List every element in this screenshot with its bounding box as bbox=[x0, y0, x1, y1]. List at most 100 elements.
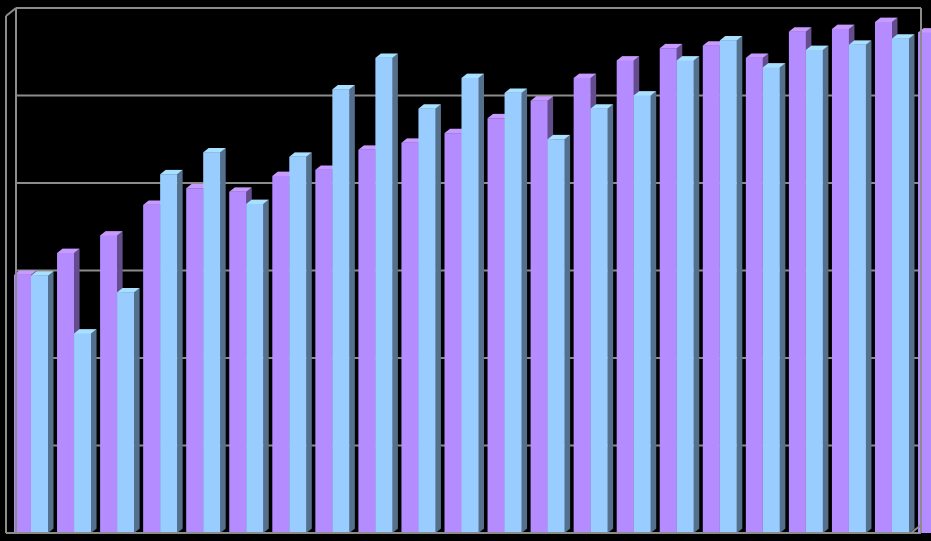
bar-front-face bbox=[14, 274, 31, 533]
bar-top-face bbox=[848, 40, 872, 45]
bar-top-face bbox=[289, 152, 312, 157]
bar-front-face bbox=[875, 22, 892, 533]
bar-side-face bbox=[564, 134, 571, 533]
bar-top-face bbox=[573, 73, 597, 78]
bar-front-face bbox=[676, 60, 694, 533]
bar-series-2 bbox=[31, 271, 54, 533]
bar-front-face bbox=[918, 32, 931, 533]
bar-side-face bbox=[607, 104, 614, 533]
bar-front-face bbox=[444, 133, 462, 533]
bar-top-face bbox=[100, 231, 123, 236]
bar-front-face bbox=[633, 95, 651, 533]
bar-top-face bbox=[272, 171, 295, 176]
bar-side-face bbox=[822, 45, 829, 533]
bar-top-face bbox=[74, 329, 97, 334]
bar-top-face bbox=[487, 113, 511, 119]
bar-side-face bbox=[736, 35, 743, 533]
bar-series-2 bbox=[203, 147, 226, 533]
bar-front-face bbox=[229, 191, 247, 533]
bar-series-2 bbox=[805, 45, 829, 533]
bar-top-face bbox=[461, 73, 484, 78]
bar-series-2 bbox=[461, 73, 484, 533]
bar-series-2 bbox=[892, 34, 915, 533]
bar-series-2 bbox=[848, 40, 872, 533]
bar-top-face bbox=[659, 43, 683, 49]
bar-side-face bbox=[91, 329, 97, 533]
bar-top-face bbox=[375, 53, 398, 58]
bar-top-face bbox=[831, 24, 855, 29]
bar-series-2 bbox=[762, 63, 786, 533]
bar-top-face bbox=[875, 17, 898, 22]
bar-series-2 bbox=[160, 169, 183, 533]
bar-top-face bbox=[186, 183, 209, 189]
bar-front-face bbox=[186, 188, 204, 533]
bar-front-face bbox=[74, 333, 92, 533]
bar-side-face bbox=[779, 63, 786, 533]
bar-front-face bbox=[848, 44, 866, 533]
bar-front-face bbox=[289, 156, 307, 533]
bar-top-face bbox=[702, 41, 726, 46]
bar-top-face bbox=[57, 248, 80, 253]
bar-front-face bbox=[203, 152, 221, 533]
bar-front-face bbox=[590, 108, 608, 533]
bar-front-face bbox=[504, 92, 522, 533]
bar-front-face bbox=[762, 67, 780, 533]
bar-top-face bbox=[719, 35, 743, 41]
bar-side-face bbox=[435, 104, 441, 533]
bar-front-face bbox=[547, 139, 565, 533]
bar-top-face bbox=[117, 287, 140, 293]
bar-front-face bbox=[418, 108, 436, 533]
bar-front-face bbox=[892, 38, 909, 533]
side-wall-top-edge bbox=[5, 7, 17, 17]
bar-front-face bbox=[272, 176, 290, 533]
bar-series-2 bbox=[375, 53, 398, 533]
bar-front-face bbox=[745, 57, 763, 533]
bar-side-face bbox=[478, 73, 484, 533]
bar-series-2 bbox=[633, 91, 657, 533]
bar-side-face bbox=[263, 199, 269, 533]
bar-front-face bbox=[160, 174, 178, 533]
bar-top-face bbox=[332, 84, 355, 90]
bars bbox=[14, 17, 931, 534]
bar-series-2 bbox=[418, 104, 441, 533]
bar-series-2 bbox=[590, 104, 614, 533]
bar-top-face bbox=[745, 53, 769, 58]
bar-side-face bbox=[392, 53, 398, 533]
bar-front-face bbox=[788, 31, 806, 533]
bar-front-face bbox=[573, 78, 591, 533]
bar-front-face bbox=[659, 48, 677, 533]
bar-front-face bbox=[100, 235, 118, 533]
bar-top-face bbox=[418, 104, 441, 109]
bar-series-1 bbox=[918, 28, 931, 533]
bar-side-face bbox=[865, 40, 872, 533]
bar-front-face bbox=[315, 169, 333, 533]
bar-top-face bbox=[229, 187, 252, 192]
bar-series-2 bbox=[504, 88, 528, 533]
bar-front-face bbox=[461, 78, 479, 533]
bar-top-face bbox=[762, 63, 786, 68]
bar-top-face bbox=[616, 56, 640, 61]
bar-side-face bbox=[349, 84, 355, 533]
bar-side-face bbox=[650, 91, 657, 533]
bar-top-face bbox=[892, 34, 915, 39]
bar-top-face bbox=[633, 91, 657, 96]
bar-front-face bbox=[805, 50, 823, 533]
bar-side-face bbox=[693, 56, 700, 533]
bar-top-face bbox=[401, 138, 424, 143]
bar-side-face bbox=[909, 34, 915, 533]
bar-series-2 bbox=[676, 56, 700, 533]
bar-top-face bbox=[31, 271, 54, 276]
bar-top-face bbox=[918, 28, 931, 33]
bar-front-face bbox=[358, 149, 376, 533]
bar-front-face bbox=[143, 204, 161, 533]
bar-series-2 bbox=[547, 134, 571, 533]
bar-front-face bbox=[487, 118, 505, 533]
bar-side-face bbox=[134, 287, 140, 533]
bar-side-face bbox=[177, 169, 183, 533]
bar-top-face bbox=[530, 96, 554, 101]
bar-top-face bbox=[547, 134, 571, 140]
bar-series-2 bbox=[246, 199, 269, 533]
bar-top-face bbox=[444, 128, 467, 134]
